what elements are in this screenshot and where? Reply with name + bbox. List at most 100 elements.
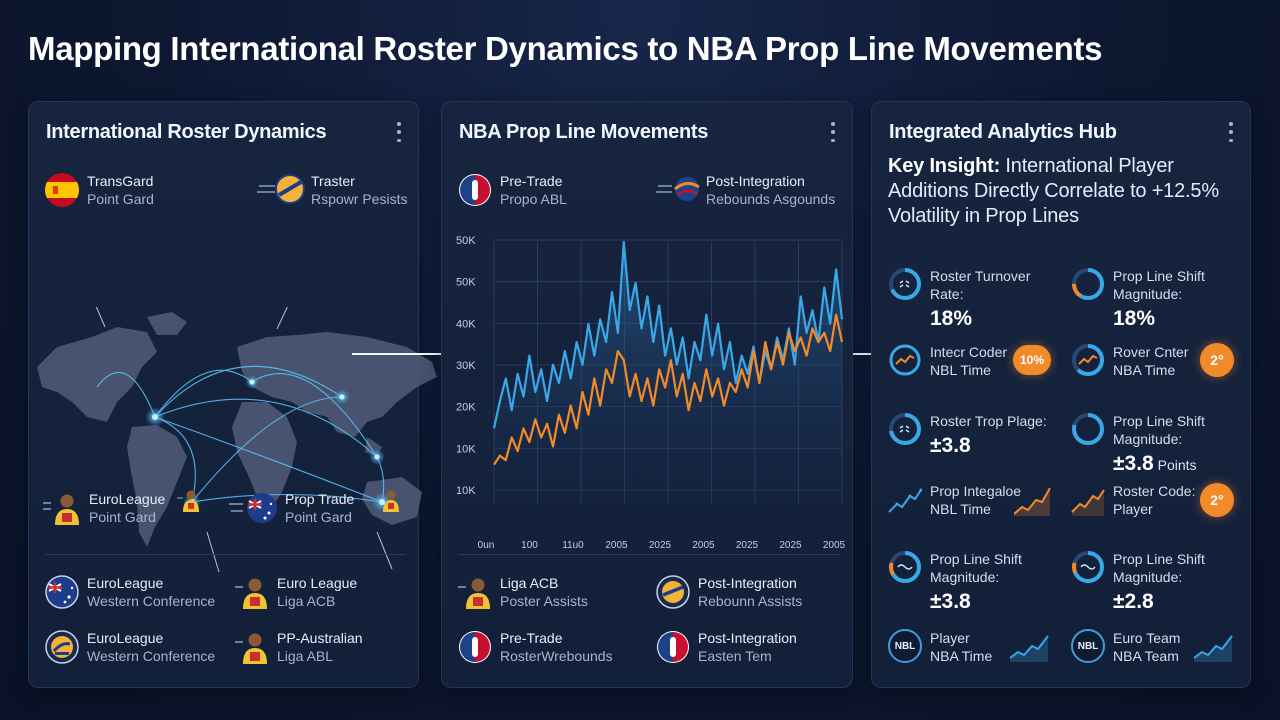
- player-avatar-icon: [235, 630, 269, 664]
- y-tick-label: 10K: [456, 485, 476, 497]
- team-logo-icon: [656, 575, 690, 609]
- metric-roster-trop-plage[interactable]: Roster Trop Plage: ±3.8: [888, 412, 1047, 459]
- metric-roster-turnover[interactable]: Roster Turnover Rate: 18%: [888, 267, 1030, 332]
- player-avatar-icon: [458, 575, 492, 609]
- roster-item-euroleague-west-2[interactable]: EuroLeague Western Conference: [45, 629, 215, 665]
- roster-item-pp-australian[interactable]: PP-Australian Liga ABL: [235, 629, 363, 665]
- metric-value: 18%: [930, 307, 973, 330]
- nbl-logo-icon: NBL: [888, 629, 922, 663]
- metric-euro-team[interactable]: NBL Euro Team NBA Team: [1071, 629, 1180, 665]
- roster-item-euro-league[interactable]: Euro League Liga ACB: [235, 574, 357, 610]
- item-subtitle: Western Conference: [87, 648, 216, 664]
- metric-label: Prop Integaloe: [930, 483, 1022, 499]
- item-title: EuroLeague: [87, 575, 164, 591]
- item-title: Pre-Trade: [500, 630, 563, 646]
- metric-value: 18%: [1113, 307, 1156, 330]
- item-subtitle: Western Conference: [87, 593, 216, 609]
- australia-flag-icon: [45, 575, 79, 609]
- team-logo-icon: [257, 173, 307, 207]
- metric-label: Prop Line Shift: [1113, 551, 1205, 567]
- metric-prop-line-shift[interactable]: Prop Line Shift Magnitude: 18%: [1071, 267, 1205, 332]
- metric-label-2: Magnitude:: [1113, 431, 1183, 447]
- metric-prop-line-shift-points[interactable]: Prop Line Shift Magnitude: ±3.8 Points: [1071, 412, 1205, 478]
- metric-label-2: NBA Time: [1113, 362, 1176, 378]
- metric-label-2: Rate:: [930, 286, 964, 302]
- metric-player-nba-time[interactable]: NBL Player NBA Time: [888, 629, 992, 665]
- gauge-icon: [1071, 412, 1105, 446]
- analytics-hub-panel: Integrated Analytics Hub Key Insight: In…: [871, 101, 1251, 688]
- metric-label-2: Player: [1113, 501, 1153, 517]
- series-line-orange: [493, 313, 844, 466]
- metric-value: ±3.8: [930, 590, 971, 613]
- player-avatar-icon: [43, 491, 81, 525]
- metric-value: ±3.8: [930, 434, 971, 457]
- item-title: PP-Australian: [277, 630, 363, 646]
- degree-badge: 2°: [1200, 483, 1234, 517]
- metric-label: Prop Line Shift: [1113, 268, 1205, 284]
- trend-line-icon: [1071, 482, 1105, 516]
- prop-item-pre-trade-2[interactable]: Pre-Trade RosterWrebounds: [458, 629, 613, 665]
- metric-prop-line-shift-3[interactable]: Prop Line Shift Magnitude: ±3.8: [888, 550, 1022, 615]
- metric-roster-code[interactable]: Roster Code: Player: [1071, 482, 1195, 518]
- roster-item-transgard[interactable]: TransGard Point Gard: [45, 172, 154, 208]
- insight-text: International Player Additions Directly …: [888, 155, 1219, 227]
- metric-intecr-coder[interactable]: Intecr Coder NBL Time: [888, 343, 1007, 379]
- prop-panel-menu-icon[interactable]: [828, 122, 838, 142]
- metric-prop-integaloe[interactable]: Prop Integaloe NBL Time: [888, 482, 1021, 518]
- roster-item-euroleague-west[interactable]: EuroLeague Western Conference: [45, 574, 215, 610]
- divider: [458, 554, 840, 555]
- panel-title-roster: International Roster Dynamics: [46, 121, 327, 143]
- prop-item-post-integration-2[interactable]: Post-Integration Rebounn Assists: [656, 574, 802, 610]
- player-avatar-icon: [235, 575, 269, 609]
- item-subtitle: Point Gard: [89, 509, 156, 525]
- item-title: Pre-Trade: [500, 173, 563, 189]
- team-logo-icon: [45, 630, 79, 664]
- y-tick-label: 50K: [456, 235, 476, 247]
- x-tick-label: 2025: [779, 540, 802, 551]
- item-title: Post-Integration: [706, 173, 805, 189]
- sparkline-icon: [1009, 632, 1050, 667]
- insight-label: Key Insight:: [888, 155, 1001, 177]
- trend-icon: [888, 343, 922, 377]
- metric-label: Player: [930, 630, 970, 646]
- roster-item-euroleague[interactable]: EuroLeague Point Gard: [43, 490, 165, 526]
- x-tick-label: 2005: [823, 540, 846, 551]
- degree-badge: 2°: [1200, 343, 1234, 377]
- prop-item-post-integration[interactable]: Post-Integration Rebounds Asgounds: [656, 172, 835, 208]
- item-subtitle: Poster Assists: [500, 593, 588, 609]
- item-subtitle: Rebounds Asgounds: [706, 191, 836, 207]
- metric-label-2: NBA Team: [1113, 648, 1179, 664]
- roster-item-prop-trade[interactable]: Prop Trade Point Gard: [229, 490, 354, 526]
- prop-item-pre-trade[interactable]: Pre-Trade Propo ABL: [458, 172, 567, 208]
- nba-logo-icon: [458, 173, 492, 207]
- gauge-icon: [1071, 550, 1105, 584]
- item-subtitle: Propo ABL: [500, 191, 567, 207]
- prop-item-post-integration-3[interactable]: Post-Integration Easten Tem: [656, 629, 797, 665]
- x-tick-label: 11u0: [562, 540, 584, 551]
- key-insight: Key Insight: International Player Additi…: [888, 154, 1238, 229]
- metric-value: ±2.8: [1113, 590, 1154, 613]
- roster-panel-menu-icon[interactable]: [394, 122, 404, 142]
- item-title: Euro League: [277, 575, 358, 591]
- metric-label: Rover Cnter: [1113, 344, 1189, 360]
- item-title: Post-Integration: [698, 575, 797, 591]
- x-tick-label: 2005: [692, 540, 715, 551]
- world-map: [37, 296, 442, 577]
- item-subtitle: Liga ABL: [277, 648, 334, 664]
- item-subtitle: Rebounn Assists: [698, 593, 803, 609]
- metric-label: Roster Code:: [1113, 483, 1196, 499]
- x-tick-label: 2025: [736, 540, 759, 551]
- metric-prop-line-shift-4[interactable]: Prop Line Shift Magnitude: ±2.8: [1071, 550, 1205, 615]
- hub-panel-menu-icon[interactable]: [1226, 122, 1236, 142]
- metric-label: Roster Turnover: [930, 268, 1031, 284]
- spain-flag-icon: [45, 173, 79, 207]
- prop-line-panel: NBA Prop Line Movements Pre-Trade Propo A…: [441, 101, 853, 688]
- item-title: Traster: [311, 173, 355, 189]
- basketball-icon: [656, 173, 702, 207]
- roster-item-traster[interactable]: Traster Rspowr Pesists: [257, 172, 407, 208]
- metric-label-2: NBL Time: [930, 501, 991, 517]
- y-tick-label: 10K: [456, 443, 476, 455]
- prop-item-liga-acb[interactable]: Liga ACB Poster Assists: [458, 574, 588, 610]
- metric-rover-cnter[interactable]: Rover Cnter NBA Time: [1071, 343, 1188, 379]
- player-avatar-icon: [377, 488, 401, 512]
